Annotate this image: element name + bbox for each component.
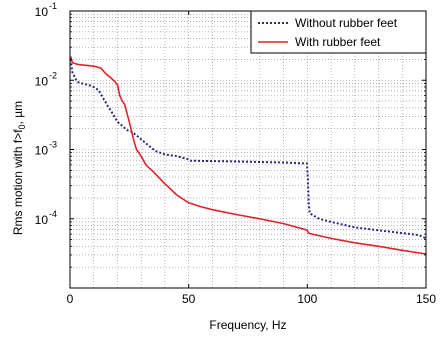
legend-label-without-rubber-feet: Without rubber feet	[295, 16, 398, 30]
series-layer	[69, 56, 427, 255]
x-tick-label: 50	[182, 292, 196, 306]
x-tick-label: 150	[416, 292, 436, 306]
series-line-without-rubber-feet	[69, 59, 427, 240]
y-tick-exponent: -1	[49, 1, 57, 11]
y-tick-exponent: -4	[49, 209, 57, 219]
y-axis-label-subscript: 0	[17, 124, 27, 129]
y-tick-exponent: -3	[49, 140, 57, 150]
y-axis-label-unit: , µm	[11, 101, 25, 125]
y-tick-exponent: -2	[49, 70, 57, 80]
legend: Without rubber feet With rubber feet	[250, 10, 427, 54]
y-tick-label: 10	[35, 144, 49, 158]
y-tick-label: 10	[35, 74, 49, 88]
y-axis-label: Rms motion with f>f0, µm	[11, 101, 27, 235]
x-axis-label: Frequency, Hz	[209, 318, 286, 332]
x-tick-label: 0	[67, 292, 74, 306]
series-line-with-rubber-feet	[69, 56, 427, 255]
grid	[70, 11, 426, 288]
y-tick-label: 10	[35, 5, 49, 19]
x-tick-label: 100	[297, 292, 317, 306]
y-axis-label-main: Rms motion with f>f	[11, 129, 25, 235]
y-tick-label: 10	[35, 213, 49, 227]
legend-label-with-rubber-feet: With rubber feet	[295, 35, 381, 49]
